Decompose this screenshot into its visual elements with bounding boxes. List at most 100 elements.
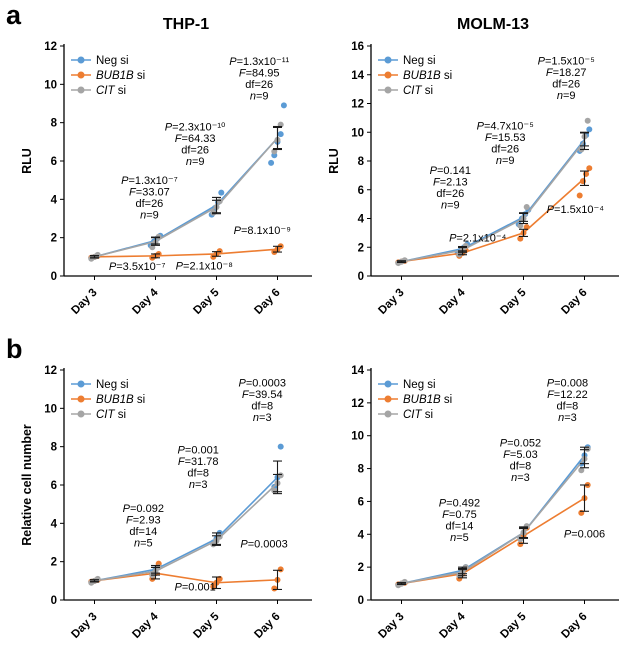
svg-text:2: 2 (51, 557, 57, 569)
svg-text:BUB1B si: BUB1B si (96, 70, 145, 82)
svg-text:12: 12 (351, 99, 364, 111)
svg-text:df=14: df=14 (446, 520, 474, 532)
svg-text:df=26: df=26 (245, 79, 273, 91)
svg-text:P=3.5x10⁻⁷: P=3.5x10⁻⁷ (109, 261, 166, 273)
svg-text:df=8: df=8 (557, 400, 579, 412)
svg-text:P=0.008: P=0.008 (547, 377, 588, 389)
svg-text:n=3: n=3 (189, 479, 208, 491)
svg-text:0: 0 (358, 595, 364, 607)
svg-text:10: 10 (44, 79, 57, 91)
svg-text:P=2.1x10⁻⁴: P=2.1x10⁻⁴ (449, 233, 507, 245)
svg-text:P=2.1x10⁻⁸: P=2.1x10⁻⁸ (176, 260, 233, 272)
svg-text:n=5: n=5 (450, 532, 469, 544)
svg-text:n=3: n=3 (511, 472, 530, 484)
svg-text:P=0.001: P=0.001 (178, 444, 219, 456)
svg-text:n=9: n=9 (441, 199, 460, 211)
chart-a-thp1-title: THP-1 (162, 16, 210, 33)
svg-text:2: 2 (51, 233, 57, 245)
svg-text:16: 16 (351, 41, 364, 53)
chart-b-right-plot: 0 2 4 6 8 10 12 14 Day 3 Day 4 Day 5 Day 6 Neg si BUB… (351, 365, 619, 641)
svg-text:P=0.492: P=0.492 (439, 497, 480, 509)
svg-text:P=1.5x10⁻⁵: P=1.5x10⁻⁵ (538, 56, 595, 68)
svg-text:df=8: df=8 (251, 400, 273, 412)
svg-text:0: 0 (51, 595, 57, 607)
svg-text:P=8.1x10⁻⁹: P=8.1x10⁻⁹ (234, 225, 291, 237)
svg-text:n=3: n=3 (253, 412, 272, 424)
svg-text:Day 6: Day 6 (252, 611, 282, 641)
svg-text:6: 6 (358, 185, 364, 197)
svg-text:F=39.54: F=39.54 (242, 389, 283, 401)
svg-text:P=1.3x10⁻⁷: P=1.3x10⁻⁷ (121, 175, 178, 187)
svg-text:Day 5: Day 5 (191, 286, 222, 317)
svg-text:P=0.141: P=0.141 (430, 165, 471, 177)
chart-a-thp1: THP-1 0 2 4 6 8 10 12 Day 3 Day 4 Day 5 Day 6 RLU Ne… (18, 16, 318, 328)
svg-text:Day 5: Day 5 (191, 610, 222, 641)
svg-text:P=4.7x10⁻⁵: P=4.7x10⁻⁵ (477, 120, 534, 132)
svg-text:CIT si: CIT si (96, 409, 126, 421)
svg-text:Day 4: Day 4 (130, 286, 161, 317)
svg-text:F=0.75: F=0.75 (442, 509, 477, 521)
chart-a-molm13: MOLM-13 0 2 4 6 8 10 12 14 16 Day 3 Day 4 Day 5 Day … (325, 16, 625, 328)
svg-text:Day 4: Day 4 (437, 610, 468, 641)
svg-text:Day 3: Day 3 (69, 287, 99, 317)
svg-text:Day 5: Day 5 (498, 610, 529, 641)
svg-text:n=5: n=5 (134, 537, 153, 549)
chart-b-right: 0 2 4 6 8 10 12 14 Day 3 Day 4 Day 5 Day 6 Neg si BUB… (325, 362, 625, 652)
svg-text:F=12.22: F=12.22 (547, 389, 588, 401)
svg-text:CIT si: CIT si (96, 85, 126, 97)
svg-text:14: 14 (351, 70, 364, 82)
svg-text:Day 6: Day 6 (559, 611, 589, 641)
svg-text:12: 12 (351, 398, 364, 410)
svg-text:4: 4 (358, 529, 365, 541)
svg-text:2: 2 (358, 562, 364, 574)
svg-text:P=0.006: P=0.006 (564, 529, 605, 541)
svg-text:df=26: df=26 (436, 188, 464, 200)
svg-text:RLU: RLU (327, 148, 341, 174)
chart-b-left-plot: 0 2 4 6 8 10 12 Day 3 Day 4 Day 5 Day 6 Relative ce… (20, 365, 312, 641)
svg-text:df=14: df=14 (129, 526, 157, 538)
svg-text:F=2.13: F=2.13 (433, 176, 468, 188)
svg-text:4: 4 (51, 194, 58, 206)
svg-text:Day 3: Day 3 (69, 611, 99, 641)
svg-text:Relative cell number: Relative cell number (20, 424, 34, 546)
svg-text:8: 8 (51, 442, 58, 454)
svg-text:n=9: n=9 (496, 155, 515, 167)
svg-text:6: 6 (51, 480, 57, 492)
svg-text:RLU: RLU (20, 148, 34, 174)
svg-text:12: 12 (44, 365, 57, 377)
svg-text:n=9: n=9 (557, 90, 576, 102)
svg-text:F=64.33: F=64.33 (175, 133, 216, 145)
svg-text:Neg si: Neg si (403, 55, 436, 67)
svg-text:10: 10 (351, 431, 364, 443)
svg-text:CIT si: CIT si (403, 85, 433, 97)
svg-text:Neg si: Neg si (403, 379, 436, 391)
svg-text:Day 5: Day 5 (498, 286, 529, 317)
svg-text:F=18.27: F=18.27 (546, 67, 587, 79)
svg-text:P=1.3x10⁻¹¹: P=1.3x10⁻¹¹ (229, 56, 289, 68)
svg-text:P=0.092: P=0.092 (123, 503, 164, 515)
svg-text:BUB1B si: BUB1B si (403, 70, 452, 82)
svg-text:2: 2 (358, 242, 364, 254)
svg-text:Neg si: Neg si (96, 55, 129, 67)
svg-text:F=2.93: F=2.93 (126, 514, 161, 526)
svg-text:0: 0 (51, 271, 57, 283)
svg-text:6: 6 (358, 496, 364, 508)
svg-text:df=8: df=8 (510, 460, 532, 472)
svg-text:8: 8 (51, 118, 58, 130)
chart-a-molm13-plot: 0 2 4 6 8 10 12 14 16 Day 3 Day 4 Day 5 Day 6 RLU Neg … (327, 41, 619, 317)
svg-text:df=26: df=26 (552, 79, 580, 91)
svg-text:8: 8 (358, 464, 365, 476)
svg-text:F=84.95: F=84.95 (239, 68, 280, 80)
svg-text:Day 4: Day 4 (130, 610, 161, 641)
svg-text:10: 10 (351, 127, 364, 139)
svg-text:Day 3: Day 3 (376, 287, 406, 317)
svg-text:F=5.03: F=5.03 (503, 449, 538, 461)
svg-text:df=8: df=8 (187, 467, 209, 479)
panel-a-label: a (6, 0, 22, 30)
svg-text:df=26: df=26 (135, 198, 163, 210)
svg-text:P=0.0003: P=0.0003 (240, 538, 287, 550)
svg-text:Day 6: Day 6 (252, 287, 282, 317)
svg-text:0: 0 (358, 271, 364, 283)
svg-text:df=26: df=26 (181, 144, 209, 156)
